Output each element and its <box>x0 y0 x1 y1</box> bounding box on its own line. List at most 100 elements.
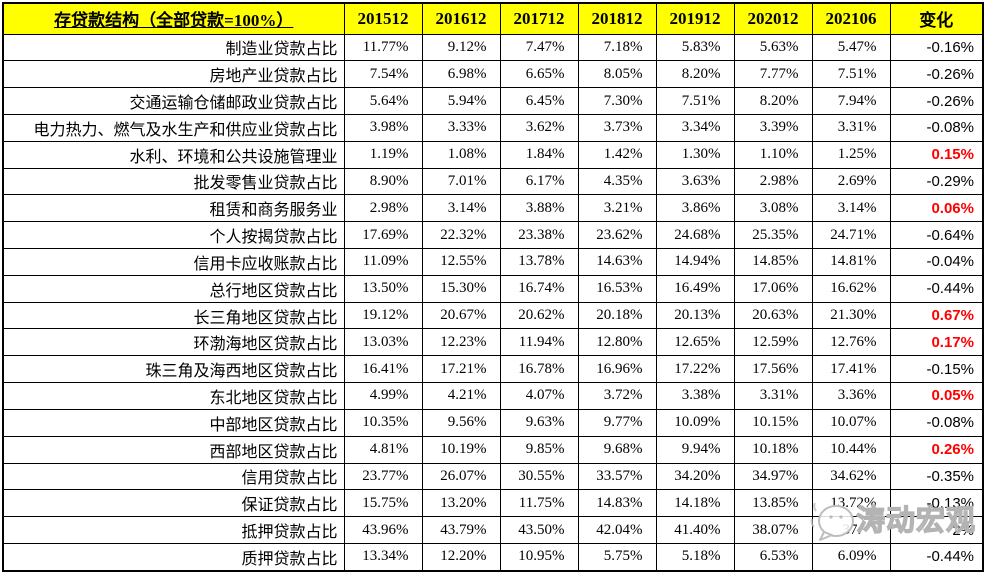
table-row: 东北地区贷款占比 4.99% 4.21% 4.07% 3.72% 3.38% 3.31% 3.… <box>2 382 984 410</box>
value-cell: 3.14% <box>421 194 501 223</box>
change-cell: -0.26% <box>889 87 984 115</box>
value-cell: 37. <box>811 516 891 544</box>
change-cell: 0.05% <box>889 382 984 410</box>
value-cell: 10.09% <box>655 408 735 437</box>
value-cell: 41.40% <box>655 516 735 544</box>
value-cell: 3.31% <box>811 113 891 142</box>
table-row: 长三角地区贷款占比 19.12% 20.67% 20.62% 20.18% 20.13% 2… <box>2 301 984 330</box>
value-cell: 6.65% <box>499 60 579 89</box>
change-cell: -0.13% <box>889 489 984 518</box>
value-cell: 12.55% <box>421 248 501 276</box>
value-cell: 5.64% <box>343 87 423 115</box>
value-cell: 43.79% <box>421 516 501 544</box>
value-cell: 4.21% <box>421 382 501 410</box>
change-cell: -0.64% <box>889 221 984 249</box>
value-cell: 7.94% <box>811 87 891 115</box>
value-cell: 9.12% <box>421 33 501 62</box>
value-cell: 17.21% <box>421 355 501 384</box>
table-row: 珠三角及海西地区贷款占比 16.41% 17.21% 16.78% 16.96% 17.2… <box>2 355 984 384</box>
value-cell: 2.69% <box>811 167 891 196</box>
value-cell: 5.83% <box>655 33 735 62</box>
value-cell: 1.19% <box>343 140 423 169</box>
value-cell: 8.90% <box>343 167 423 196</box>
value-cell: 11.09% <box>343 248 423 276</box>
value-cell: 5.18% <box>655 542 735 572</box>
column-header-202012: 202012 <box>733 2 813 35</box>
row-label: 信用贷款占比 <box>2 462 345 491</box>
value-cell: 26.07% <box>421 462 501 491</box>
value-cell: 12.65% <box>655 328 735 357</box>
value-cell: 4.81% <box>343 435 423 464</box>
value-cell: 6.53% <box>733 542 813 572</box>
table-row: 抵押贷款占比 43.96% 43.79% 43.50% 42.04% 41.40% 38.0… <box>2 516 984 544</box>
value-cell: 14.81% <box>811 248 891 276</box>
value-cell: 12.80% <box>577 328 657 357</box>
value-cell: 11.77% <box>343 33 423 62</box>
value-cell: 7.01% <box>421 167 501 196</box>
row-label: 环渤海地区贷款占比 <box>2 328 345 357</box>
value-cell: 16.96% <box>577 355 657 384</box>
value-cell: 16.53% <box>577 274 657 303</box>
value-cell: 8.05% <box>577 60 657 89</box>
value-cell: 13.78% <box>499 248 579 276</box>
change-cell: -0.44% <box>889 542 984 572</box>
value-cell: 2.98% <box>343 194 423 223</box>
value-cell: 4.99% <box>343 382 423 410</box>
value-cell: 13.50% <box>343 274 423 303</box>
value-cell: 21.30% <box>811 301 891 330</box>
value-cell: 6.45% <box>499 87 579 115</box>
value-cell: 12.59% <box>733 328 813 357</box>
row-label: 租赁和商务服务业 <box>2 194 345 223</box>
value-cell: 15.30% <box>421 274 501 303</box>
value-cell: 16.74% <box>499 274 579 303</box>
value-cell: 34.97% <box>733 462 813 491</box>
value-cell: 17.41% <box>811 355 891 384</box>
value-cell: 10.44% <box>811 435 891 464</box>
value-cell: 13.20% <box>421 489 501 518</box>
change-cell: -0.15% <box>889 355 984 384</box>
table-row: 西部地区贷款占比 4.81% 10.19% 9.85% 9.68% 9.94% 10.18%… <box>2 435 984 464</box>
value-cell: 10.35% <box>343 408 423 437</box>
row-label: 抵押贷款占比 <box>2 516 345 544</box>
value-cell: 22.32% <box>421 221 501 249</box>
value-cell: 12.20% <box>421 542 501 572</box>
row-label: 珠三角及海西地区贷款占比 <box>2 355 345 384</box>
column-header-201612: 201612 <box>421 2 501 35</box>
table-row: 电力热力、燃气及水生产和供应业贷款占比 3.98% 3.33% 3.62% 3.73% 3… <box>2 113 984 142</box>
table-row: 质押贷款占比 13.34% 12.20% 10.95% 5.75% 5.18% 6.53% 6… <box>2 542 984 572</box>
value-cell: 19.12% <box>343 301 423 330</box>
table-row: 环渤海地区贷款占比 13.03% 12.23% 11.94% 12.80% 12.65% 1… <box>2 328 984 357</box>
column-header-201512: 201512 <box>343 2 423 35</box>
value-cell: 10.18% <box>733 435 813 464</box>
column-header-201712: 201712 <box>499 2 579 35</box>
column-header-201812: 201812 <box>577 2 657 35</box>
value-cell: 10.15% <box>733 408 813 437</box>
value-cell: 4.35% <box>577 167 657 196</box>
value-cell: 7.54% <box>343 60 423 89</box>
value-cell: 4.07% <box>499 382 579 410</box>
row-label: 西部地区贷款占比 <box>2 435 345 464</box>
value-cell: 42.04% <box>577 516 657 544</box>
value-cell: 3.88% <box>499 194 579 223</box>
value-cell: 13.34% <box>343 542 423 572</box>
value-cell: 9.56% <box>421 408 501 437</box>
value-cell: 14.85% <box>733 248 813 276</box>
row-label: 长三角地区贷款占比 <box>2 301 345 330</box>
value-cell: 34.62% <box>811 462 891 491</box>
value-cell: 3.36% <box>811 382 891 410</box>
value-cell: 30.55% <box>499 462 579 491</box>
value-cell: 1.25% <box>811 140 891 169</box>
change-cell: -0.35% <box>889 462 984 491</box>
value-cell: 24.71% <box>811 221 891 249</box>
value-cell: 13.72% <box>811 489 891 518</box>
value-cell: 12.23% <box>421 328 501 357</box>
value-cell: 7.51% <box>811 60 891 89</box>
value-cell: 3.63% <box>655 167 735 196</box>
value-cell: 6.17% <box>499 167 579 196</box>
column-header-201912: 201912 <box>655 2 735 35</box>
value-cell: 5.47% <box>811 33 891 62</box>
value-cell: 3.62% <box>499 113 579 142</box>
change-cell: 0.15% <box>889 140 984 169</box>
value-cell: 3.14% <box>811 194 891 223</box>
